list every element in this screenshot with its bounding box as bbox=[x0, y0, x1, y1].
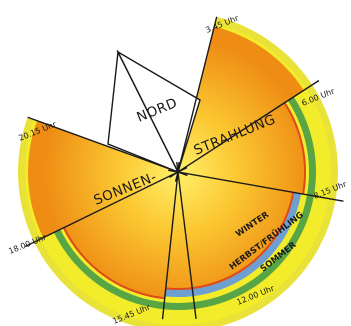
line-0600 bbox=[169, 79, 320, 179]
core-morning-sector bbox=[178, 102, 306, 195]
line-1545 bbox=[161, 161, 180, 320]
core-winter-sector bbox=[165, 172, 295, 290]
time-lines bbox=[24, 16, 344, 320]
line-0815 bbox=[168, 169, 344, 202]
core-dusk-sector bbox=[27, 120, 178, 238]
north-triangle-upper bbox=[116, 50, 201, 174]
line-1200 bbox=[176, 161, 197, 319]
core-afternoon-sector bbox=[62, 172, 178, 300]
line-1800 bbox=[24, 166, 188, 248]
line-0345 bbox=[174, 16, 218, 182]
line-2015 bbox=[27, 116, 188, 177]
core-dawn-sector bbox=[178, 26, 304, 172]
rim-morning bbox=[283, 102, 306, 195]
